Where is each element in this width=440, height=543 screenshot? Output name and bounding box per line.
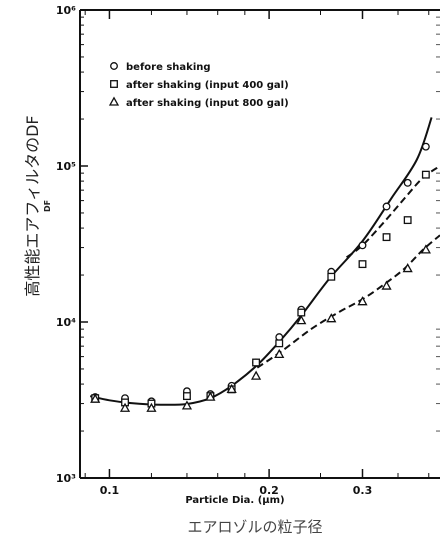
data-point-triangle [402, 263, 413, 273]
y-tick-label: 10⁵ [56, 160, 76, 173]
data-point-triangle [296, 315, 307, 325]
data-point-square [382, 233, 391, 242]
y-tick-label: 10³ [56, 472, 76, 485]
data-point-triangle [205, 391, 216, 401]
data-point-triangle [226, 383, 237, 394]
legend-label-1: before shaking [126, 62, 211, 73]
x-axis-label: Particle Dia. (µm) [185, 495, 284, 506]
x-tick-label: 0.1 [100, 484, 120, 497]
data-point-triangle [420, 244, 431, 254]
y-axis-label-jp: 高性能エアフィルタのDF [23, 115, 42, 296]
data-point-square [275, 339, 284, 348]
data-point-square [252, 358, 261, 367]
data-point-square [421, 170, 430, 179]
data-point-triangle [274, 348, 285, 359]
legend-marker-1 [110, 62, 118, 70]
fit-curves [89, 117, 440, 406]
legend-marker-2 [110, 80, 118, 88]
y-axis-label-df: DF [43, 200, 52, 212]
data-point-triangle [357, 296, 368, 306]
x-axis-caption: エアロゾルの粒子径 [187, 518, 322, 536]
y-tick-label: 10⁶ [56, 4, 76, 17]
x-tick-label: 0.2 [259, 484, 279, 497]
data-point-circle [358, 241, 367, 250]
y-tick-label: 10⁴ [56, 316, 76, 329]
data-point-square [358, 260, 367, 269]
data-point-circle [421, 142, 430, 151]
data-point-triangle [381, 280, 392, 290]
data-point-square [403, 216, 412, 225]
data-point-circle [382, 202, 391, 211]
data-point-square [182, 392, 191, 401]
legend: before shaking after shaking (input 400 g… [108, 62, 289, 109]
data-point-triangle [250, 370, 262, 380]
data-point-square [297, 308, 306, 317]
x-tick-label: 0.3 [353, 484, 373, 497]
axis-ticks: 10³ 10⁴ 10⁵ 10⁶ 0.1 0.2 0.3 [56, 4, 440, 497]
data-point-square [327, 272, 336, 281]
plot-frame [79, 9, 440, 479]
series-curve-1 [89, 117, 433, 406]
data-point-triangle [326, 313, 337, 323]
data-markers [90, 142, 431, 412]
data-point-triangle [90, 393, 101, 403]
data-point-triangle [146, 402, 157, 412]
legend-label-2: after shaking (input 400 gal) [126, 80, 289, 91]
data-point-triangle [119, 402, 131, 412]
legend-marker-3 [108, 96, 120, 106]
data-point-triangle [181, 400, 193, 410]
legend-label-3: after shaking (input 800 gal) [126, 98, 289, 109]
data-point-circle [403, 178, 412, 187]
